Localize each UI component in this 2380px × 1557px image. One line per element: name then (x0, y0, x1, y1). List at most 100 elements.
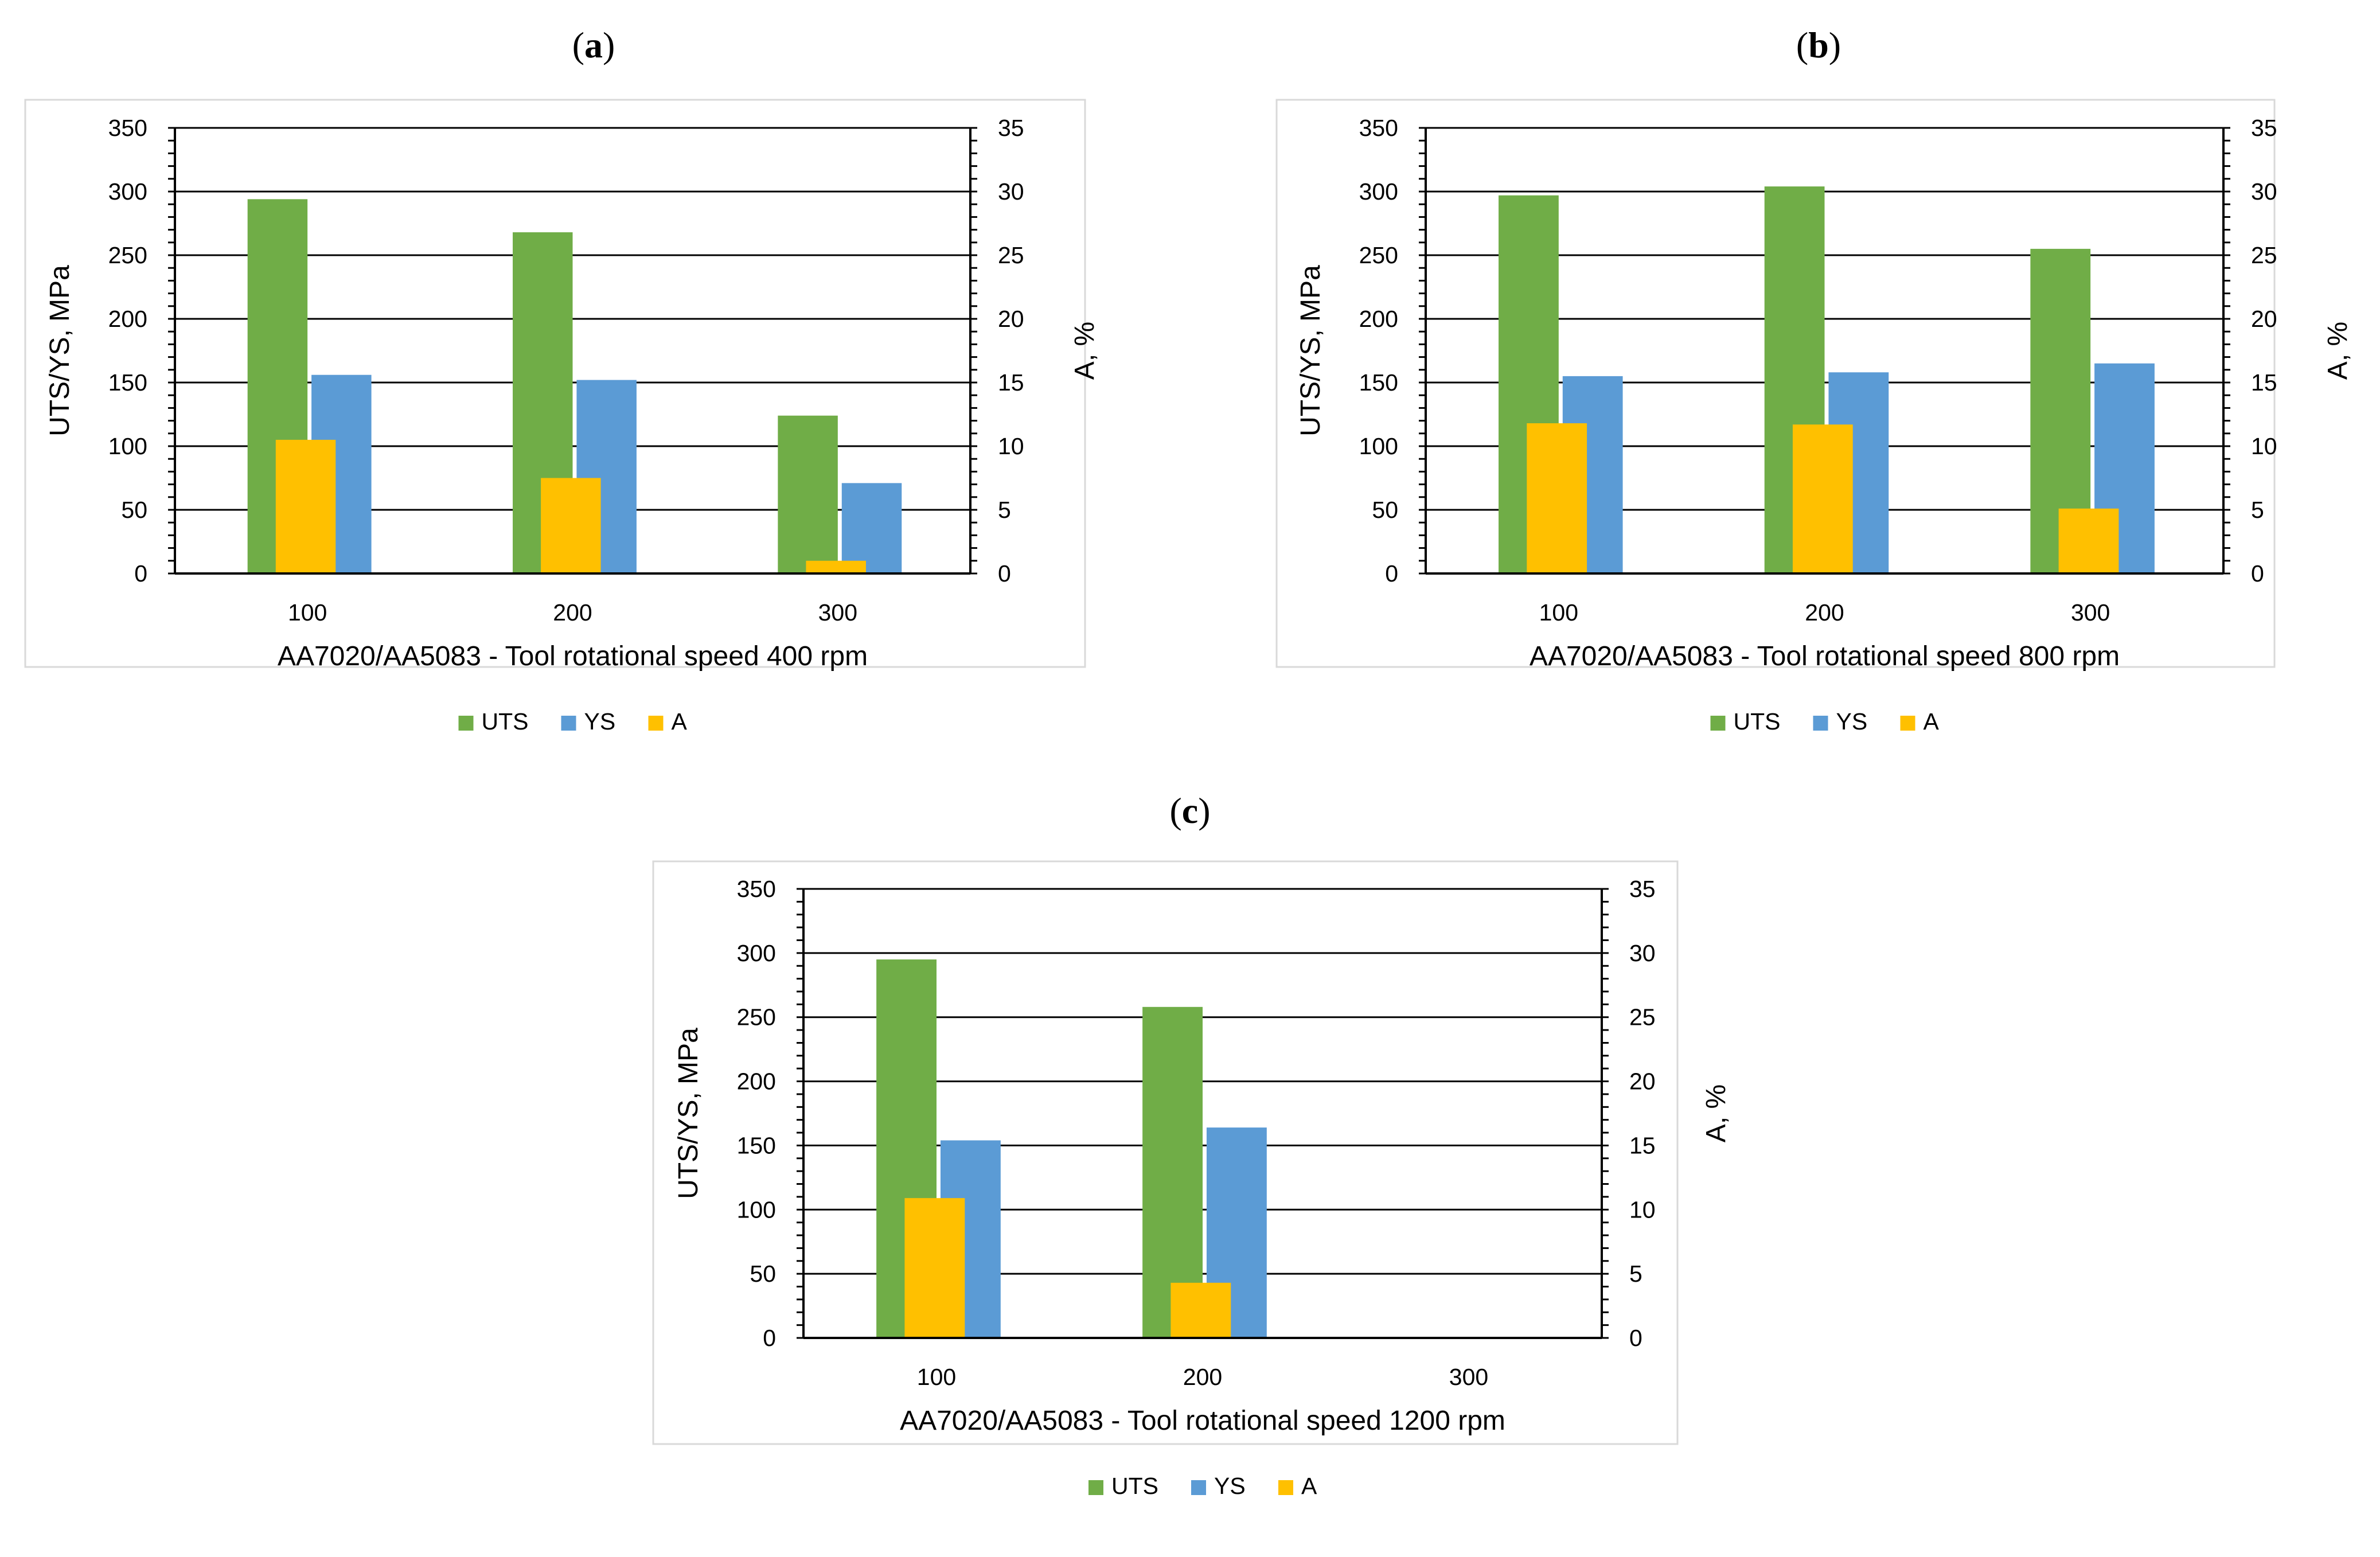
chart-panel-b: (b) 0 0 50 5 100 10 150 15 200 20 250 25 300 30 350 35 10… (1190, 0, 2380, 777)
x-tick-label: 100 (917, 1364, 956, 1390)
y-tick-label: 200 (108, 306, 147, 332)
y2-tick-label: 15 (1629, 1132, 1656, 1158)
x-tick-label: 100 (288, 599, 327, 626)
y-tick-label: 100 (1359, 433, 1398, 459)
legend-label-a: A (1923, 708, 1940, 735)
bar-uts-300 (778, 415, 838, 573)
y2-tick-label: 30 (2251, 178, 2277, 205)
legend-label-uts: UTS (482, 708, 529, 735)
legend-swatch-a (1900, 716, 1915, 731)
y-tick-label: 150 (737, 1132, 776, 1158)
legend-swatch-uts (1710, 716, 1726, 731)
bar-a-200 (541, 478, 601, 573)
panel-label-c: (c) (1169, 790, 1210, 831)
legend-label-ys: YS (584, 708, 616, 735)
y2-tick-label: 25 (1629, 1004, 1656, 1031)
y-tick-label: 0 (134, 560, 147, 587)
y2-tick-label: 10 (1629, 1196, 1656, 1223)
chart-svg-b: (b) 0 0 50 5 100 10 150 15 200 20 250 25 300 30 350 35 10… (1275, 25, 2353, 735)
y-tick-label: 100 (737, 1196, 776, 1223)
x-tick-label: 200 (1805, 599, 1844, 626)
y-tick-label: 50 (750, 1261, 776, 1287)
y-tick-label: 300 (1359, 178, 1398, 205)
x-tick-label: 200 (1183, 1364, 1222, 1390)
chart-svg-a: (a) 0 0 50 5 100 10 150 15 200 20 250 25 300 30 350 35 10… (24, 25, 1100, 735)
y2-tick-label: 15 (998, 369, 1024, 396)
panel-label-b: (b) (1796, 25, 1841, 65)
x-axis-title: AA7020/AA5083 - Tool rotational speed 40… (278, 641, 868, 672)
legend-label-uts: UTS (1734, 708, 1781, 735)
legend-swatch-ys (561, 716, 576, 731)
y-tick-label: 350 (1359, 115, 1398, 141)
y2-tick-label: 0 (998, 560, 1011, 587)
legend-label-a: A (1301, 1473, 1317, 1499)
y2-tick-label: 30 (998, 178, 1024, 205)
y-tick-label: 350 (737, 876, 776, 902)
y2-axis-title: A, % (1070, 322, 1100, 380)
x-tick-label: 200 (553, 599, 592, 626)
y2-axis-title: A, % (2323, 322, 2353, 380)
y2-tick-label: 35 (1629, 876, 1656, 902)
legend-label-uts: UTS (1111, 1473, 1158, 1499)
bar-a-300 (2058, 508, 2119, 573)
y-tick-label: 150 (108, 369, 147, 396)
y-tick-label: 150 (1359, 369, 1398, 396)
x-tick-label: 300 (1449, 1364, 1488, 1390)
y2-tick-label: 20 (2251, 306, 2277, 332)
y-tick-label: 50 (1372, 497, 1398, 523)
bar-a-200 (1792, 424, 1853, 573)
bar-a-100 (1527, 423, 1587, 573)
chart-svg-c: (c) 0 0 50 5 100 10 150 15 200 20 250 25 300 30 350 35 10… (652, 790, 1731, 1499)
bar-uts-200 (1142, 1006, 1203, 1338)
y2-tick-label: 35 (2251, 115, 2277, 141)
y-tick-label: 200 (737, 1068, 776, 1095)
y-tick-label: 300 (108, 178, 147, 205)
legend-swatch-ys (1813, 716, 1828, 731)
bar-a-300 (806, 560, 866, 573)
bar-a-200 (1171, 1282, 1231, 1338)
y-tick-label: 250 (108, 242, 147, 268)
y-tick-label: 0 (763, 1325, 776, 1351)
legend-swatch-a (1278, 1480, 1293, 1495)
y-tick-label: 350 (108, 115, 147, 141)
bar-ys-300 (841, 483, 902, 573)
legend-swatch-a (648, 716, 664, 731)
y-tick-label: 200 (1359, 306, 1398, 332)
y2-tick-label: 10 (998, 433, 1024, 459)
y-tick-label: 50 (121, 497, 147, 523)
y-tick-label: 100 (108, 433, 147, 459)
y2-axis-title: A, % (1701, 1084, 1731, 1142)
chart-panel-a: (a) 0 0 50 5 100 10 150 15 200 20 250 25 300 30 350 35 10… (0, 0, 1190, 777)
y2-tick-label: 15 (2251, 369, 2277, 396)
legend-swatch-uts (458, 716, 474, 731)
y2-tick-label: 5 (2251, 497, 2264, 523)
y2-tick-label: 35 (998, 115, 1024, 141)
y-axis-title: UTS/YS, MPa (673, 1028, 704, 1199)
y2-tick-label: 5 (998, 497, 1011, 523)
chart-panel-c: (c) 0 0 50 5 100 10 150 15 200 20 250 25 300 30 350 35 10… (594, 777, 1786, 1554)
y-axis-title: UTS/YS, MPa (1296, 265, 1326, 436)
y-tick-label: 0 (1385, 560, 1398, 587)
legend-label-ys: YS (1214, 1473, 1246, 1499)
y2-tick-label: 10 (2251, 433, 2277, 459)
y-tick-label: 250 (1359, 242, 1398, 268)
x-tick-label: 100 (1539, 599, 1578, 626)
panel-label-a: (a) (572, 25, 615, 65)
bar-a-100 (275, 439, 336, 573)
x-axis-title: AA7020/AA5083 - Tool rotational speed 12… (900, 1406, 1505, 1436)
y2-tick-label: 0 (2251, 560, 2264, 587)
y-tick-label: 300 (737, 940, 776, 966)
y-tick-label: 250 (737, 1004, 776, 1031)
legend-swatch-uts (1088, 1480, 1103, 1495)
y-axis-title: UTS/YS, MPa (45, 265, 75, 436)
y2-tick-label: 25 (2251, 242, 2277, 268)
bar-a-100 (904, 1198, 965, 1338)
y2-tick-label: 0 (1629, 1325, 1642, 1351)
y2-tick-label: 25 (998, 242, 1024, 268)
x-axis-title: AA7020/AA5083 - Tool rotational speed 80… (1530, 641, 2120, 672)
y2-tick-label: 5 (1629, 1261, 1642, 1287)
x-tick-label: 300 (2071, 599, 2110, 626)
y2-tick-label: 20 (1629, 1068, 1656, 1095)
legend-label-a: A (672, 708, 688, 735)
legend-swatch-ys (1191, 1480, 1206, 1495)
